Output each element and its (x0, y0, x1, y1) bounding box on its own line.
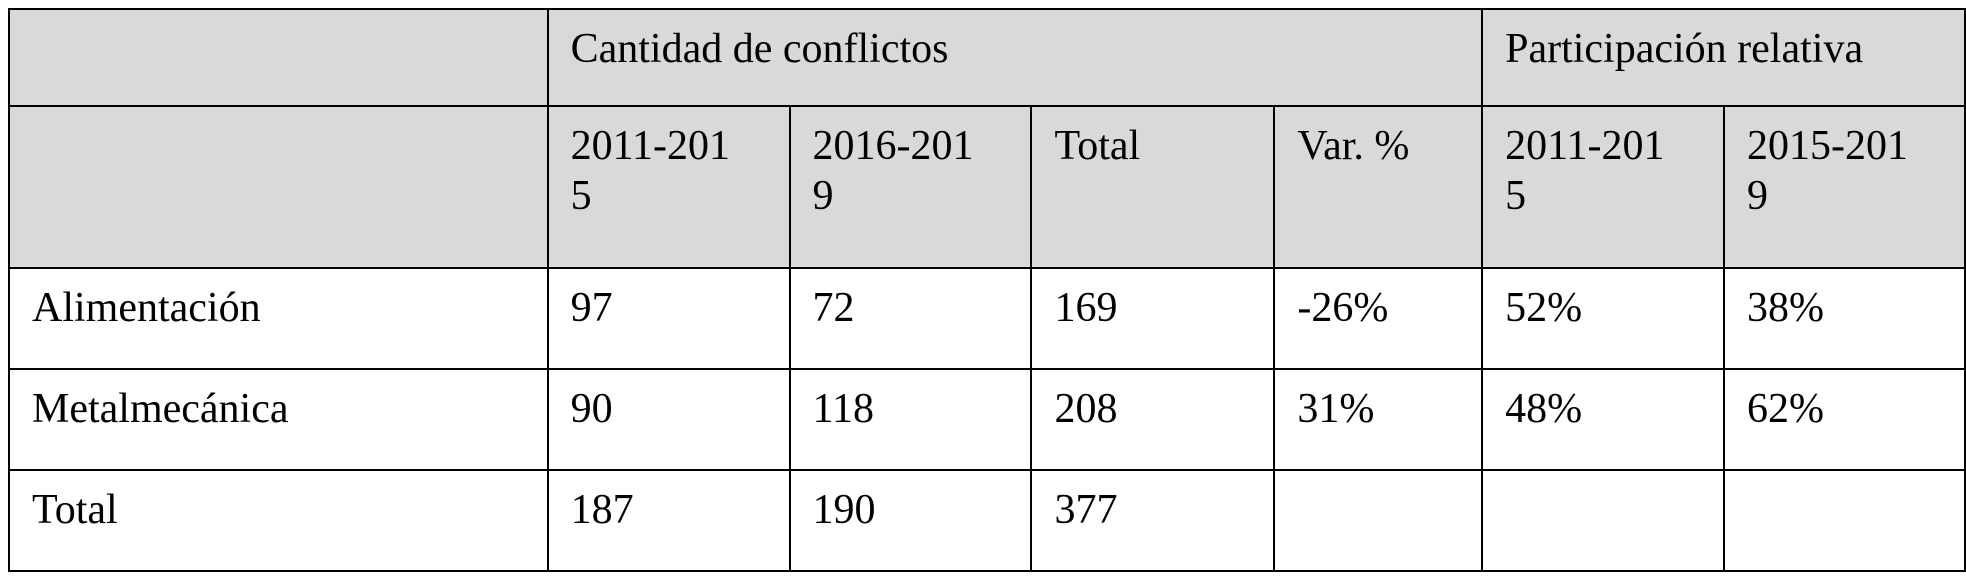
data-row: Metalmecánica 90 118 208 31% 48% 62% (8, 368, 1966, 471)
data-cell: 38% (1723, 267, 1966, 370)
column-header-row: 2011-2015 2016-2019 Total Var. % 2011-2015 20… (8, 105, 1966, 269)
cell-text: 31% (1297, 386, 1375, 432)
cell-text: 90 (570, 386, 613, 432)
column-header: 2015-2019 (1723, 105, 1966, 269)
data-table: Cantidad de conflictos Participación rela… (8, 8, 1966, 572)
cell-text: 2011-2015 (570, 123, 731, 219)
cell-text: Var. % (1297, 123, 1410, 169)
cell-text: -26% (1297, 285, 1389, 331)
data-cell: 187 (546, 469, 791, 572)
cell-text: 72 (812, 285, 855, 331)
group-header: Cantidad de conflictos (546, 8, 1484, 107)
column-header: 2011-2015 (1481, 105, 1726, 269)
group-header-row: Cantidad de conflictos Participación rela… (8, 8, 1966, 107)
cell-text: 187 (570, 487, 634, 533)
data-row: Alimentación 97 72 169 -26% 52% 38% (8, 267, 1966, 370)
data-cell: 31% (1273, 368, 1484, 471)
column-header: Total (1030, 105, 1276, 269)
data-cell (1723, 469, 1966, 572)
cell-text: 2015-2019 (1747, 123, 1909, 219)
cell-text: 118 (812, 386, 874, 432)
cell-text: 48% (1505, 386, 1583, 432)
data-cell: 169 (1030, 267, 1276, 370)
cell-text: 377 (1054, 487, 1118, 533)
column-header: 2016-2019 (788, 105, 1033, 269)
cell-text: Cantidad de conflictos (570, 26, 949, 72)
cell-text: 190 (812, 487, 876, 533)
data-cell: 377 (1030, 469, 1276, 572)
data-cell: 190 (788, 469, 1033, 572)
cell-text: 2011-2015 (1505, 123, 1665, 219)
data-row: Total 187 190 377 (8, 469, 1966, 572)
data-cell: 48% (1481, 368, 1726, 471)
row-label: Metalmecánica (8, 368, 549, 471)
cell-text: 169 (1054, 285, 1118, 331)
data-cell: 72 (788, 267, 1033, 370)
data-cell (1481, 469, 1726, 572)
data-cell: 90 (546, 368, 791, 471)
cell-text: 2016-2019 (812, 123, 974, 219)
cell-text: 52% (1505, 285, 1583, 331)
data-cell: 52% (1481, 267, 1726, 370)
cell-text: Metalmecánica (32, 386, 289, 432)
cell-text: Total (1054, 123, 1141, 169)
corner-cell (8, 105, 549, 269)
cell-text: 97 (570, 285, 613, 331)
column-header: 2011-2015 (546, 105, 791, 269)
group-header: Participación relativa (1481, 8, 1966, 107)
cell-text: 38% (1747, 285, 1825, 331)
row-label: Alimentación (8, 267, 549, 370)
cell-text: Total (32, 487, 118, 533)
data-cell: 208 (1030, 368, 1276, 471)
data-cell: -26% (1273, 267, 1484, 370)
cell-text: 62% (1747, 386, 1825, 432)
column-header: Var. % (1273, 105, 1484, 269)
corner-cell (8, 8, 549, 107)
data-cell (1273, 469, 1484, 572)
cell-text: Alimentación (32, 285, 261, 331)
cell-text: Participación relativa (1505, 26, 1864, 72)
data-cell: 118 (788, 368, 1033, 471)
data-cell: 62% (1723, 368, 1966, 471)
cell-text: 208 (1054, 386, 1118, 432)
row-label: Total (8, 469, 549, 572)
data-cell: 97 (546, 267, 791, 370)
